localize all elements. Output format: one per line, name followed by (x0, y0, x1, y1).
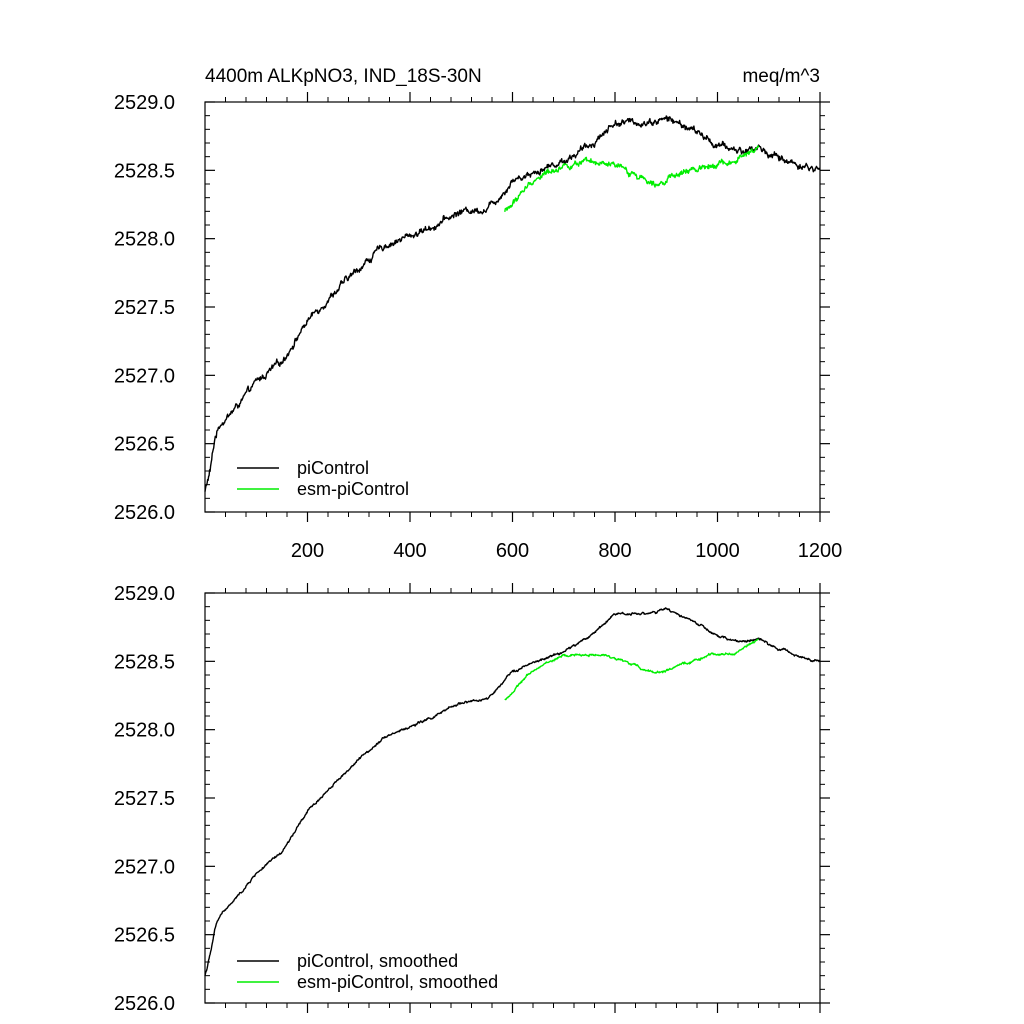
y-tick-label: 2527.0 (114, 365, 175, 387)
legend-label: piControl (297, 458, 369, 478)
y-tick-label: 2526.0 (114, 502, 175, 524)
series-line-picontrol (204, 115, 821, 492)
y-tick-label: 2528.0 (114, 229, 175, 251)
y-tick-label: 2528.0 (114, 720, 175, 742)
x-tick-label: 200 (291, 540, 324, 562)
x-tick-label: 600 (496, 540, 529, 562)
legend-label: esm-piControl (297, 479, 409, 499)
y-tick-label: 2527.0 (114, 856, 175, 878)
chart-title: 4400m ALKpNO3, IND_18S-30N (205, 66, 482, 87)
y-tick-label: 2526.5 (114, 434, 175, 456)
x-tick-label: 1200 (798, 540, 843, 562)
y-tick-label: 2528.5 (114, 160, 175, 182)
series-line-esm-picontrol-smoothed (504, 638, 759, 701)
x-tick-label: 1000 (695, 540, 740, 562)
top-panel: 200 400 600 800 1000 1200 2526.0 2526.5 2527.0 25… (114, 92, 842, 562)
y-tick-label: 2527.5 (114, 788, 175, 810)
series-line-picontrol-smoothed (204, 607, 821, 977)
y-tick-label: 2529.0 (114, 583, 175, 605)
y-tick-label: 2526.0 (114, 993, 175, 1015)
bottom-panel: 2526.0 2526.5 2527.0 2527.5 2528.0 2528.5 2529… (114, 583, 830, 1015)
x-tick-label: 400 (393, 540, 426, 562)
x-tick-label: 800 (598, 540, 631, 562)
y-tick-label: 2529.0 (114, 92, 175, 114)
y-tick-label: 2526.5 (114, 925, 175, 947)
legend-label: esm-piControl, smoothed (297, 972, 498, 992)
units-label: meq/m^3 (742, 66, 820, 87)
y-tick-label: 2527.5 (114, 297, 175, 319)
legend-label: piControl, smoothed (297, 951, 458, 971)
y-tick-label: 2528.5 (114, 651, 175, 673)
series-line-esm-picontrol (504, 145, 760, 213)
